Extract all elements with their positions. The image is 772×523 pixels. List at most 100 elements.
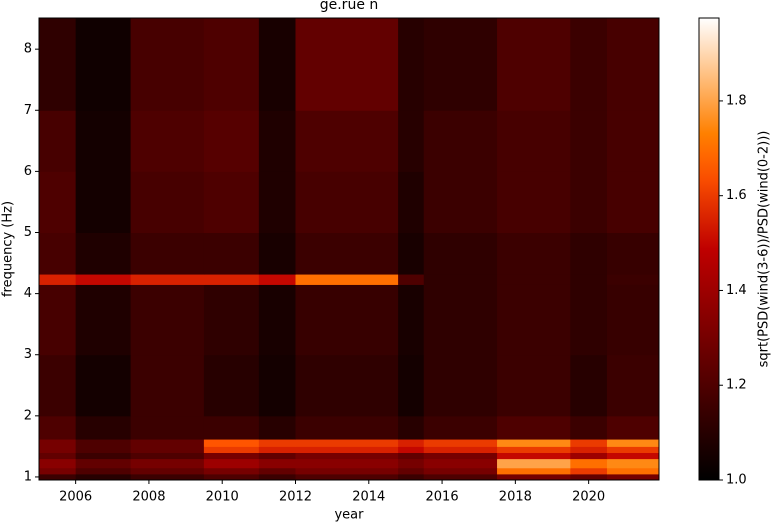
heatmap-cell: [130, 415, 205, 440]
heatmap-cell: [130, 110, 205, 172]
heatmap-cell: [398, 354, 425, 417]
heatmap-cell: [423, 274, 498, 285]
heatmap-cell: [130, 467, 205, 475]
heatmap-cell: [423, 439, 498, 447]
heatmap-cell: [606, 274, 660, 285]
heatmap-cell: [606, 171, 660, 233]
heatmap-cell: [398, 439, 425, 447]
heatmap-cell: [423, 232, 498, 275]
heatmap-cell: [258, 467, 297, 475]
heatmap-cell: [130, 171, 205, 233]
heatmap-cell: [497, 446, 571, 453]
y-tick-label: 4: [24, 286, 32, 301]
y-tick-label: 8: [24, 42, 32, 57]
y-tick-label: 6: [24, 164, 32, 179]
heatmap-cell: [423, 354, 498, 417]
heatmap-cell: [258, 354, 297, 417]
heatmap-cell: [398, 110, 425, 172]
heatmap-cell: [258, 473, 297, 481]
heatmap-cell: [295, 458, 399, 469]
heatmap-cell: [258, 439, 297, 447]
heatmap-cell: [606, 473, 660, 481]
heatmap-cell: [606, 467, 660, 475]
heatmap-cell: [39, 452, 77, 460]
heatmap-cell: [39, 467, 77, 475]
heatmap-cell: [497, 171, 571, 233]
heatmap-cell: [295, 274, 399, 285]
heatmap-cell: [75, 446, 132, 453]
heatmap-cell: [258, 458, 297, 469]
heatmap-cell: [75, 439, 132, 447]
heatmap-cell: [258, 232, 297, 275]
colorbar-label: sqrt(PSD(wind(3-6))/PSD(wind(0-2))): [757, 131, 772, 368]
heatmap-cell: [570, 446, 608, 453]
heatmap-cell: [39, 18, 77, 111]
heatmap-cell: [570, 473, 608, 481]
y-tick-label: 2: [24, 408, 32, 423]
heatmap-cell: [398, 171, 425, 233]
heatmap-cell: [570, 110, 608, 172]
heatmap-cell: [39, 458, 77, 469]
heatmap-cell: [295, 354, 399, 417]
heatmap-cell: [423, 467, 498, 475]
heatmap-cell: [295, 18, 399, 111]
heatmap-cell: [295, 171, 399, 233]
heatmap-cell: [295, 439, 399, 447]
heatmap-cell: [606, 18, 660, 111]
heatmap-cell: [75, 452, 132, 460]
x-tick-label: 2012: [279, 490, 312, 505]
heatmap-cell: [606, 232, 660, 275]
heatmap-cell: [423, 473, 498, 481]
heatmap-cell: [570, 232, 608, 275]
colorbar-tick-label: 1.0: [726, 473, 747, 488]
colorbar: [698, 17, 720, 481]
heatmap-cell: [398, 274, 425, 285]
heatmap-cell: [570, 467, 608, 475]
heatmap-cell: [39, 354, 77, 417]
x-tick-label: 2014: [352, 490, 385, 505]
heatmap-cell: [203, 415, 260, 440]
heatmap-cell: [497, 458, 571, 469]
heatmap-cell: [398, 473, 425, 481]
heatmap-cell: [606, 458, 660, 469]
heatmap-cell: [39, 446, 77, 453]
heatmap-cell: [203, 473, 260, 481]
heatmap-cell: [258, 18, 297, 111]
heatmap-cell: [39, 232, 77, 275]
heatmap-cell: [130, 354, 205, 417]
heatmap-cell: [570, 458, 608, 469]
heatmap-cell: [398, 415, 425, 440]
heatmap-cell: [570, 284, 608, 356]
x-tick-label: 2008: [132, 490, 165, 505]
heatmap-cell: [258, 284, 297, 356]
heatmap-cell: [423, 18, 498, 111]
heatmap-cell: [570, 452, 608, 460]
heatmap-cell: [497, 354, 571, 417]
heatmap-cell: [295, 415, 399, 440]
heatmap-cell: [75, 171, 132, 233]
chart-title: ge.rue n: [320, 0, 379, 13]
heatmap-cell: [570, 171, 608, 233]
heatmap-cell: [606, 415, 660, 440]
heatmap-cell: [497, 232, 571, 275]
heatmap-cell: [75, 458, 132, 469]
heatmap-cell: [203, 467, 260, 475]
heatmap-cell: [295, 232, 399, 275]
heatmap-cell: [39, 439, 77, 447]
heatmap-cell: [295, 452, 399, 460]
heatmap-cell: [39, 415, 77, 440]
heatmap-cell: [203, 354, 260, 417]
heatmap-cell: [497, 452, 571, 460]
x-tick-label: 2006: [59, 490, 92, 505]
heatmap-cell: [130, 446, 205, 453]
heatmap-cell: [398, 458, 425, 469]
heatmap-cell: [75, 284, 132, 356]
heatmap-cell: [398, 452, 425, 460]
heatmap-cell: [570, 354, 608, 417]
heatmap-cell: [39, 284, 77, 356]
heatmap-cell: [75, 415, 132, 440]
heatmap-cell: [75, 232, 132, 275]
heatmap-cell: [497, 467, 571, 475]
heatmap-cell: [258, 415, 297, 440]
heatmap-cell: [203, 439, 260, 447]
